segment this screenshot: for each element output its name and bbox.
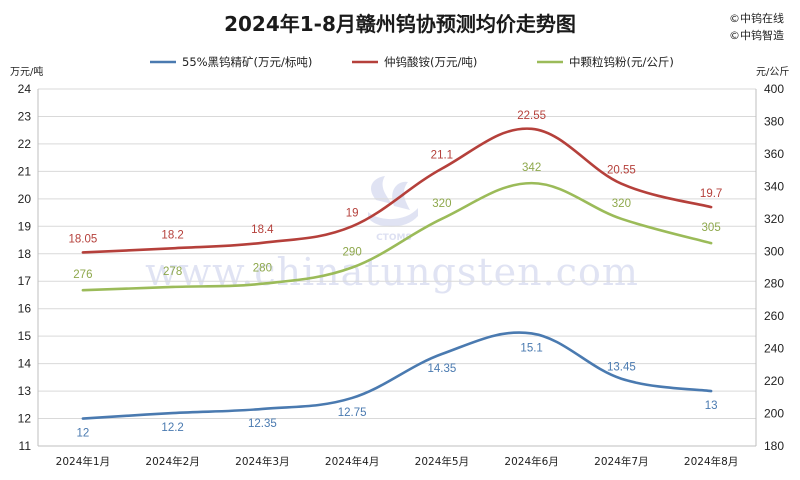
left-axis-ticks: 11 12 13 14 15 16 17 18 19 20 21 22 23 24 — [18, 82, 32, 453]
right-axis-ticks: 180 200 220 240 260 280 300 320 340 360 380 400 — [764, 82, 784, 453]
data-label: 21.1 — [431, 150, 453, 162]
data-label: 276 — [73, 269, 92, 281]
data-label: 18.2 — [161, 229, 183, 241]
x-tick-label: 2024年1月 — [56, 455, 110, 468]
right-tick-label: 280 — [764, 277, 784, 291]
left-tick-label: 14 — [18, 357, 32, 371]
data-label: 280 — [253, 263, 272, 275]
right-tick-label: 220 — [764, 374, 784, 388]
right-axis-unit: 元/公斤 — [756, 66, 789, 78]
left-tick-label: 23 — [18, 109, 32, 123]
data-label: 19.7 — [700, 188, 722, 200]
copyright-line-1: ©中钨在线 — [729, 11, 784, 25]
copyright-line-2: ©中钨智造 — [729, 28, 784, 42]
left-axis-unit: 万元/吨 — [10, 65, 43, 78]
data-label: 22.55 — [517, 110, 546, 122]
data-label: 12.2 — [161, 422, 183, 434]
data-label: 320 — [612, 198, 631, 210]
legend-label: 55%黑钨精矿(万元/标吨) — [182, 55, 312, 69]
left-tick-label: 24 — [18, 82, 32, 96]
right-tick-label: 320 — [764, 212, 784, 226]
data-label: 278 — [163, 266, 182, 278]
left-tick-label: 22 — [18, 137, 32, 151]
chart-title: 2024年1-8月赣州钨协预测均价走势图 — [224, 12, 576, 36]
x-tick-label: 2024年7月 — [594, 455, 648, 468]
data-label: 290 — [343, 247, 362, 259]
series-line-3 — [81, 181, 713, 292]
right-tick-label: 340 — [764, 179, 784, 193]
data-label: 15.1 — [520, 342, 542, 354]
series-line-1 — [81, 331, 713, 420]
right-tick-label: 260 — [764, 309, 784, 323]
data-labels: 12 12.2 12.35 12.75 14.35 15.1 13.45 13 18.05 18.… — [68, 110, 722, 440]
data-label: 12.35 — [248, 418, 277, 430]
left-tick-label: 21 — [18, 164, 32, 178]
data-label: 12.75 — [338, 407, 367, 419]
x-tick-label: 2024年3月 — [235, 455, 289, 468]
right-tick-label: 300 — [764, 244, 784, 258]
left-tick-label: 18 — [18, 247, 32, 261]
left-tick-label: 12 — [18, 412, 32, 426]
data-label: 13.45 — [607, 362, 636, 374]
data-label: 19 — [346, 207, 359, 219]
legend-label: 仲钨酸铵(万元/吨) — [384, 55, 477, 69]
data-label: 13 — [705, 400, 718, 412]
x-tick-label: 2024年8月 — [684, 455, 738, 468]
data-label: 12 — [76, 428, 89, 440]
data-label: 20.55 — [607, 165, 636, 177]
x-tick-label: 2024年6月 — [504, 455, 558, 468]
right-tick-label: 180 — [764, 439, 784, 453]
right-tick-label: 360 — [764, 147, 784, 161]
left-tick-label: 20 — [18, 192, 32, 206]
x-tick-label: 2024年2月 — [145, 455, 199, 468]
data-label: 342 — [522, 162, 541, 174]
series-lines — [81, 127, 713, 420]
data-label: 18.4 — [251, 224, 274, 236]
legend-label: 中颗粒钨粉(元/公斤) — [569, 55, 674, 69]
x-tick-label: 2024年4月 — [325, 455, 379, 468]
right-tick-label: 240 — [764, 342, 784, 356]
left-tick-label: 17 — [18, 274, 32, 288]
right-tick-label: 400 — [764, 82, 784, 96]
axes — [37, 89, 757, 447]
left-tick-label: 16 — [18, 302, 32, 316]
right-tick-label: 200 — [764, 407, 784, 421]
data-label: 305 — [702, 222, 721, 234]
left-tick-label: 11 — [19, 439, 32, 453]
series-line-2 — [81, 127, 713, 254]
x-tick-label: 2024年5月 — [415, 455, 469, 468]
data-label: 320 — [432, 198, 451, 210]
legend: 55%黑钨精矿(万元/标吨) 仲钨酸铵(万元/吨) 中颗粒钨粉(元/公斤) — [150, 55, 674, 69]
data-label: 18.05 — [68, 233, 97, 245]
left-tick-label: 15 — [18, 329, 32, 343]
right-tick-label: 380 — [764, 114, 784, 128]
left-tick-label: 19 — [18, 219, 32, 233]
data-label: 14.35 — [427, 363, 456, 375]
watermark-logo-text: CTOMS — [376, 233, 412, 243]
left-tick-label: 13 — [18, 384, 32, 398]
x-axis-ticks: 2024年1月 2024年2月 2024年3月 2024年4月 2024年5月 2024年… — [56, 455, 739, 468]
